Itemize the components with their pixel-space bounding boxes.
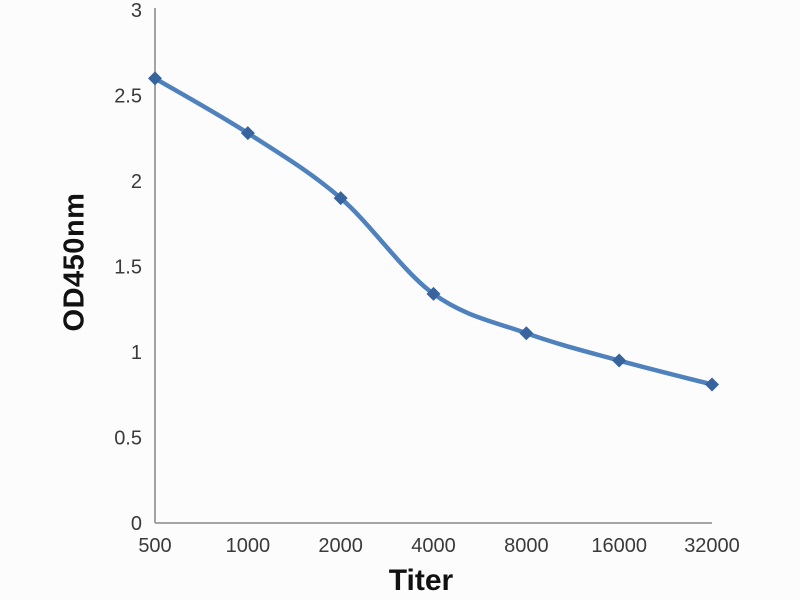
- data-point-marker-500: [148, 71, 162, 86]
- data-point-marker-32000: [705, 377, 719, 392]
- y-tick-label: 1: [131, 342, 142, 364]
- data-point-marker-16000: [612, 353, 627, 368]
- data-point-marker-1000: [240, 126, 255, 141]
- data-point-marker-8000: [519, 326, 534, 341]
- x-tick-label: 8000: [504, 535, 549, 557]
- x-tick-label: 2000: [318, 535, 363, 557]
- x-tick-label: 1000: [226, 535, 271, 557]
- y-tick-label: 2.5: [114, 86, 142, 108]
- y-axis-title: OD450nm: [58, 192, 91, 332]
- x-tick-label: 500: [138, 535, 171, 557]
- x-axis-title: Titer: [388, 564, 454, 597]
- y-tick-label: 0: [131, 513, 142, 535]
- y-tick-label: 1.5: [114, 257, 142, 279]
- x-tick-label: 16000: [591, 535, 647, 557]
- data-point-marker-4000: [426, 286, 441, 301]
- x-tick-label: 32000: [684, 535, 740, 557]
- x-tick-label: 4000: [411, 535, 456, 557]
- y-tick-label: 3: [131, 0, 142, 22]
- data-point-marker-2000: [333, 191, 348, 206]
- y-tick-label: 0.5: [114, 428, 142, 450]
- y-tick-label: 2: [131, 171, 142, 193]
- data-series-line: [152, 76, 715, 387]
